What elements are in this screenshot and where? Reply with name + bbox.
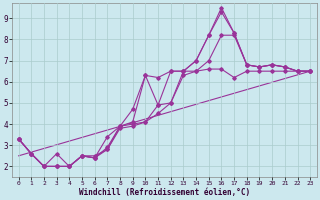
X-axis label: Windchill (Refroidissement éolien,°C): Windchill (Refroidissement éolien,°C) <box>79 188 250 197</box>
